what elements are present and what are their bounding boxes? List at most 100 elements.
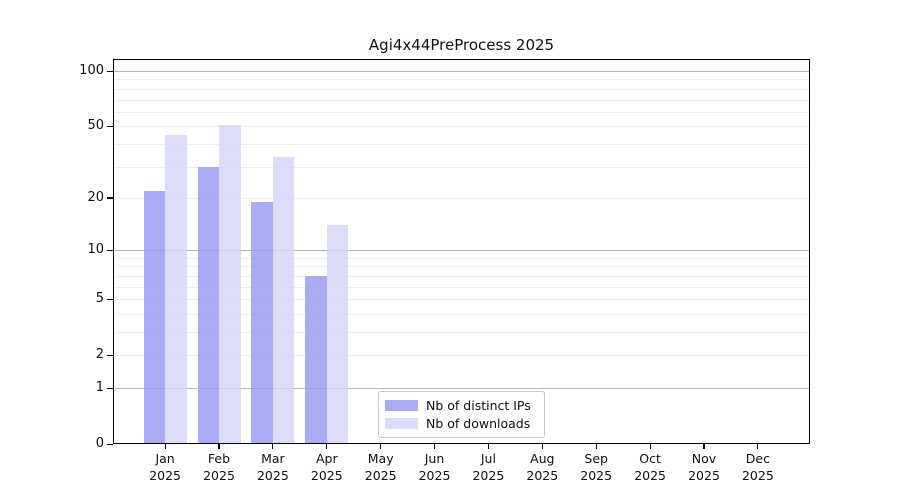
y-tick-mark-100: [107, 70, 113, 72]
gridline-minor-3: [114, 332, 809, 333]
x-label-month: May: [367, 451, 394, 466]
y-tick-label-50: 50: [87, 118, 104, 134]
x-tick-mark-jul: [487, 444, 489, 449]
legend-label: Nb of downloads: [426, 415, 531, 431]
gridline-minor-5: [114, 299, 809, 301]
x-tick-label-jul: Jul 2025: [458, 450, 518, 484]
x-label-year: 2025: [688, 468, 720, 483]
gridline-major-100: [114, 71, 809, 72]
x-tick-label-oct: Oct 2025: [620, 450, 680, 484]
x-label-month: Jan: [155, 451, 175, 466]
x-tick-mark-aug: [541, 444, 543, 449]
x-tick-mark-jun: [433, 444, 436, 449]
x-tick-label-may: May 2025: [351, 450, 411, 484]
x-label-month: Feb: [207, 451, 231, 466]
x-tick-mark-oct: [649, 444, 651, 449]
bar-distinct-ips-feb: [197, 166, 219, 444]
legend-swatch-distinct-ips: [385, 400, 418, 411]
x-label-year: 2025: [364, 468, 397, 483]
legend-swatch-downloads: [385, 418, 418, 429]
gridline-minor-2: [114, 355, 809, 357]
x-label-year: 2025: [418, 468, 451, 483]
x-tick-mark-apr: [326, 444, 328, 449]
gridline-minor-6: [114, 286, 809, 288]
x-tick-label-dec: Dec 2025: [728, 450, 788, 484]
x-label-year: 2025: [472, 468, 505, 483]
gridline-minor-20: [114, 197, 809, 199]
y-tick-mark-20: [107, 197, 113, 199]
bar-downloads-apr: [326, 225, 349, 444]
x-tick-label-aug: Aug 2025: [512, 450, 572, 484]
x-label-month: Jul: [480, 451, 496, 466]
x-tick-mark-nov: [703, 444, 705, 449]
y-tick-label-100: 100: [79, 62, 104, 78]
y-tick-label-10: 10: [87, 242, 104, 258]
x-tick-label-nov: Nov 2025: [674, 450, 734, 484]
legend-item-distinct-ips: Nb of distinct IPs: [385, 397, 536, 413]
y-tick-mark-5: [107, 298, 113, 300]
x-label-year: 2025: [526, 468, 559, 483]
gridline-major-1: [114, 388, 809, 389]
x-label-year: 2025: [256, 468, 289, 483]
x-tick-mark-may: [380, 444, 382, 449]
x-tick-mark-mar: [272, 444, 274, 449]
x-label-month: Mar: [261, 451, 285, 466]
gridline-minor-4: [114, 313, 809, 315]
gridline-minor-9: [114, 257, 809, 259]
gridline-minor-40: [114, 143, 809, 145]
y-tick-label-2: 2: [95, 347, 104, 363]
gridline-minor-70: [114, 99, 809, 101]
bar-distinct-ips-apr: [305, 275, 327, 444]
x-label-year: 2025: [741, 468, 774, 483]
bar-downloads-jan: [165, 134, 187, 444]
gridline-minor-30: [114, 166, 809, 168]
x-label-year: 2025: [149, 468, 181, 483]
bar-downloads-feb: [219, 124, 241, 444]
x-tick-mark-jan: [164, 444, 166, 449]
gridline-minor-50: [114, 126, 809, 128]
gridline-minor-90: [114, 79, 809, 81]
gridline-minor-80: [114, 88, 809, 90]
y-tick-mark-10: [107, 249, 113, 251]
x-label-month: Aug: [530, 451, 555, 466]
x-label-year: 2025: [203, 468, 235, 483]
chart-title: Agi4x44PreProcess 2025: [368, 36, 555, 54]
y-tick-mark-2: [107, 354, 113, 356]
y-tick-label-0: 0: [95, 435, 104, 451]
x-tick-label-mar: Mar 2025: [243, 450, 303, 484]
x-label-month: Apr: [315, 451, 338, 466]
x-tick-label-jan: Jan 2025: [135, 450, 195, 484]
bar-distinct-ips-mar: [251, 201, 273, 444]
y-tick-mark-1: [107, 387, 113, 389]
gridline-minor-7: [114, 275, 809, 277]
gridline-minor-60: [114, 111, 809, 113]
plot-area-border: [113, 59, 810, 444]
x-tick-mark-sep: [595, 444, 597, 449]
legend: Nb of distinct IPs Nb of downloads: [378, 391, 545, 438]
y-tick-label-20: 20: [87, 189, 104, 205]
x-label-month: Oct: [639, 451, 661, 466]
legend-label: Nb of distinct IPs: [426, 397, 531, 413]
x-tick-mark-feb: [218, 444, 220, 449]
x-label-month: Sep: [584, 451, 608, 466]
x-tick-label-jun: Jun 2025: [405, 450, 465, 484]
bar-distinct-ips-jan: [143, 190, 166, 444]
gridline-major-10: [114, 250, 809, 252]
x-tick-label-apr: Apr 2025: [297, 450, 357, 484]
gridline-minor-8: [114, 266, 809, 268]
y-tick-label-5: 5: [95, 291, 104, 307]
x-tick-label-sep: Sep 2025: [566, 450, 626, 484]
x-tick-mark-dec: [757, 444, 759, 449]
x-label-year: 2025: [310, 468, 343, 483]
y-tick-mark-50: [107, 125, 113, 127]
y-tick-label-1: 1: [95, 379, 104, 395]
x-label-year: 2025: [580, 468, 613, 483]
x-label-month: Dec: [745, 451, 770, 466]
x-label-month: Jun: [424, 451, 445, 466]
bar-downloads-mar: [272, 156, 295, 444]
y-tick-mark-0: [107, 443, 113, 445]
x-label-month: Nov: [691, 451, 717, 466]
legend-item-downloads: Nb of downloads: [385, 415, 536, 431]
x-tick-label-feb: Feb 2025: [189, 450, 249, 484]
